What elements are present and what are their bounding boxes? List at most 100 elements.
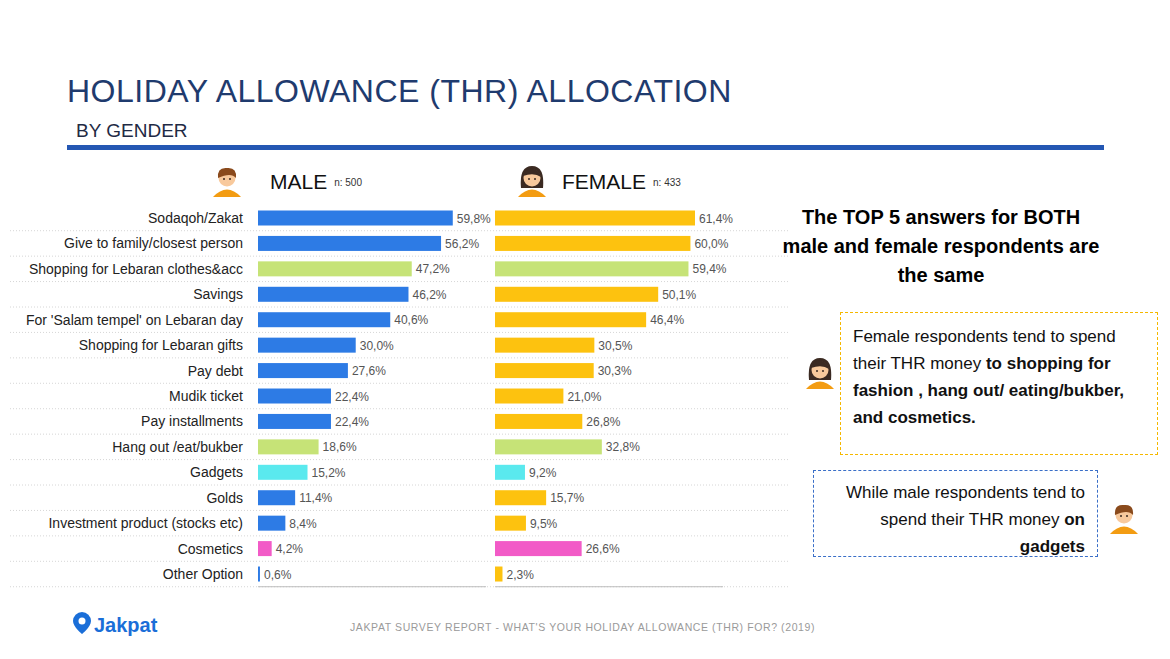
row-separator bbox=[10, 586, 790, 587]
icon-eye bbox=[229, 178, 231, 180]
category-label: Gadgets bbox=[190, 464, 243, 480]
data-label: 27,6% bbox=[352, 364, 386, 378]
data-label: 8,4% bbox=[289, 517, 317, 531]
bar bbox=[495, 465, 525, 480]
data-label: 56,2% bbox=[445, 237, 479, 251]
data-label: 61,4% bbox=[699, 212, 733, 226]
icon-body bbox=[806, 382, 834, 390]
bar bbox=[258, 439, 319, 454]
logo: Jakpat bbox=[73, 612, 158, 636]
bars bbox=[495, 211, 695, 582]
icon-eye bbox=[223, 178, 225, 180]
row-separator bbox=[10, 357, 790, 358]
bar bbox=[495, 363, 594, 378]
row-separator bbox=[10, 281, 790, 282]
bar bbox=[495, 287, 658, 302]
annotation-icon bbox=[1110, 505, 1138, 534]
row-separator bbox=[10, 535, 790, 536]
data-label: 50,1% bbox=[662, 288, 696, 302]
bar bbox=[495, 541, 582, 556]
icon-eye bbox=[822, 370, 824, 372]
bar bbox=[258, 312, 390, 327]
category-label: For 'Salam tempel' on Lebaran day bbox=[26, 312, 243, 328]
bar bbox=[495, 490, 546, 505]
bar bbox=[495, 236, 690, 251]
annotation-icon bbox=[806, 358, 834, 389]
icon-hair bbox=[218, 168, 236, 178]
x-axis-line bbox=[495, 586, 723, 587]
row-separator bbox=[10, 434, 790, 435]
data-label: 30,3% bbox=[598, 364, 632, 378]
bar bbox=[258, 261, 412, 276]
category-label: Sodaqoh/Zakat bbox=[148, 210, 243, 226]
bar bbox=[258, 516, 285, 531]
bar bbox=[495, 439, 602, 454]
bar bbox=[258, 363, 348, 378]
logo-pin-hole bbox=[79, 618, 86, 625]
icon-eye bbox=[534, 178, 536, 180]
headline: The TOP 5 answers for BOTH male and fema… bbox=[780, 203, 1102, 290]
bar bbox=[258, 567, 260, 582]
bar bbox=[495, 261, 688, 276]
logo-pin bbox=[73, 612, 91, 634]
annotation-box: Female respondents tend to spend their T… bbox=[840, 312, 1158, 455]
bar bbox=[258, 414, 331, 429]
data-label: 60,0% bbox=[694, 237, 728, 251]
icon-body bbox=[213, 190, 241, 198]
data-label: 9,5% bbox=[530, 517, 558, 531]
page-subtitle: BY GENDER bbox=[76, 120, 188, 141]
row-separator bbox=[10, 485, 790, 486]
panel-title: MALE bbox=[270, 170, 327, 193]
labels: Sodaqoh/Zakat59,8%Give to family/closest… bbox=[26, 210, 491, 582]
data-label: 26,8% bbox=[586, 415, 620, 429]
icon-hair bbox=[1115, 505, 1133, 515]
icon-body bbox=[518, 190, 546, 198]
category-label: Shopping for Lebaran clothes&acc bbox=[29, 261, 243, 277]
annotation-text: While male respondents tend to spend the… bbox=[846, 483, 1085, 529]
category-label: Pay debt bbox=[188, 363, 243, 379]
data-label: 59,4% bbox=[692, 262, 726, 276]
annotation-box: While male respondents tend to spend the… bbox=[813, 470, 1098, 557]
icon-face bbox=[524, 170, 541, 187]
category-label: Hang out /eat/bukber bbox=[112, 439, 243, 455]
row-separator bbox=[10, 510, 790, 511]
bar bbox=[495, 389, 563, 404]
row-separator bbox=[10, 307, 790, 308]
gender-icon bbox=[518, 166, 546, 197]
data-label: 4,2% bbox=[276, 542, 304, 556]
icon-fringe bbox=[523, 169, 541, 177]
logo-text: Jakpat bbox=[94, 614, 158, 636]
panel-subtitle: n: 500 bbox=[334, 177, 362, 188]
data-label: 30,0% bbox=[360, 339, 394, 353]
data-label: 18,6% bbox=[323, 440, 357, 454]
bar bbox=[495, 338, 594, 353]
icon-eye bbox=[528, 178, 530, 180]
data-label: 11,4% bbox=[299, 491, 332, 505]
category-label: Other Option bbox=[163, 566, 243, 582]
data-label: 2,3% bbox=[506, 568, 534, 582]
bar bbox=[495, 516, 526, 531]
category-label: Shopping for Lebaran gifts bbox=[79, 337, 243, 353]
bar bbox=[495, 211, 695, 226]
icon-hair bbox=[521, 166, 544, 188]
row-separator bbox=[10, 383, 790, 384]
row-separator bbox=[10, 332, 790, 333]
header-rule bbox=[67, 145, 1104, 150]
category-label: Cosmetics bbox=[178, 541, 243, 557]
bar bbox=[258, 490, 295, 505]
row-separator bbox=[10, 459, 790, 460]
bars bbox=[258, 211, 453, 582]
bar bbox=[495, 312, 646, 327]
page-title: HOLIDAY ALLOWANCE (THR) ALLOCATION bbox=[67, 73, 732, 109]
icon-eye bbox=[816, 370, 818, 372]
data-label: 15,7% bbox=[550, 491, 584, 505]
icon-eye bbox=[1126, 515, 1128, 517]
bar bbox=[258, 389, 331, 404]
bar bbox=[495, 567, 502, 582]
icon-fringe bbox=[811, 361, 829, 369]
data-label: 46,2% bbox=[412, 288, 446, 302]
data-label: 22,4% bbox=[335, 415, 369, 429]
data-label: 32,8% bbox=[606, 440, 640, 454]
bar bbox=[258, 236, 441, 251]
bar bbox=[258, 211, 453, 226]
